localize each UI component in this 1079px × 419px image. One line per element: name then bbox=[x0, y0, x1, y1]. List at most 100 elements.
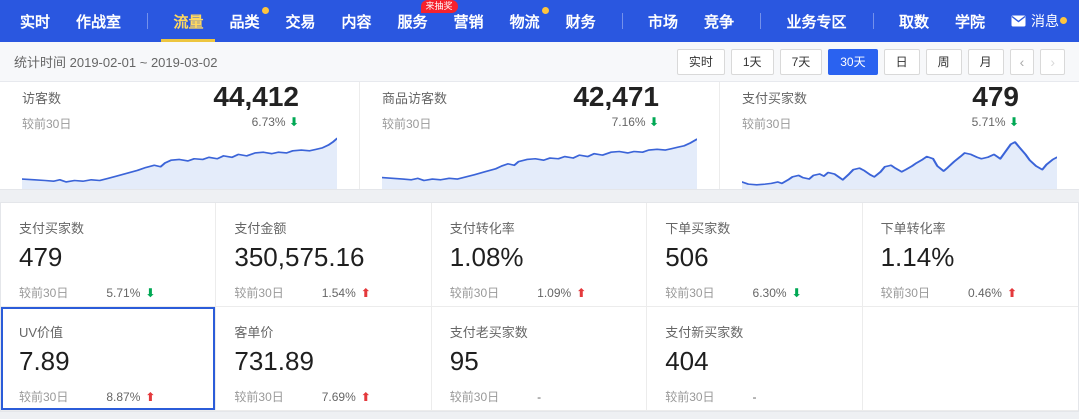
nav-item-traffic[interactable]: 流量 bbox=[161, 0, 216, 42]
metric-value: 95 bbox=[449, 346, 479, 376]
compare-label: 较前30日 bbox=[665, 286, 715, 301]
toolbar: 统计时间 2019-02-01 ~ 2019-03-02 实时 1天 7天 30… bbox=[0, 42, 1079, 82]
change-value: 7.69% bbox=[321, 389, 356, 404]
envelope-icon bbox=[1011, 15, 1026, 27]
metric-title: 访客数 bbox=[22, 91, 62, 106]
metric-cell-uv-value[interactable]: UV价值 7.89 较前30日 8.87% ⬆ bbox=[1, 307, 217, 411]
metric-title: 支付买家数 bbox=[19, 221, 85, 236]
compare-label: 较前30日 bbox=[19, 286, 69, 301]
range-button-7day[interactable]: 7天 bbox=[779, 48, 823, 75]
metric-value: 350,575.16 bbox=[234, 242, 365, 272]
metric-title: UV价值 bbox=[19, 325, 64, 340]
metric-value: 731.89 bbox=[234, 346, 314, 376]
range-button-1day[interactable]: 1天 bbox=[730, 48, 774, 75]
change-value: 5.71% ⬇ bbox=[971, 115, 1019, 129]
nav-item-label: 服务 bbox=[397, 13, 428, 31]
metric-title: 支付转化率 bbox=[449, 221, 515, 236]
nav-item-trade[interactable]: 交易 bbox=[285, 13, 316, 31]
change-value: 5.71% bbox=[106, 285, 141, 300]
range-button-week[interactable]: 周 bbox=[925, 48, 962, 75]
metric-cell-returning-buyers[interactable]: 支付老买家数 95 较前30日 - bbox=[431, 307, 648, 411]
nav-item-academy[interactable]: 学院 bbox=[954, 13, 985, 31]
compare-label: 较前30日 bbox=[449, 286, 500, 301]
up-arrow-icon: ⬆ bbox=[145, 389, 156, 404]
visitors-sparkline bbox=[20, 137, 339, 189]
nav-item-label: 物流 bbox=[509, 13, 540, 31]
nav-item-war-room[interactable]: 作战室 bbox=[76, 13, 122, 31]
range-button-realtime[interactable]: 实时 bbox=[676, 48, 725, 75]
stat-time-label: 统计时间 bbox=[14, 55, 67, 70]
trend-card-product-visitors[interactable]: 商品访客数 42,471 较前30日 7.16% ⬇ bbox=[359, 82, 719, 189]
nav-item-competition[interactable]: 竞争 bbox=[704, 13, 735, 31]
up-arrow-icon: ⬆ bbox=[576, 285, 587, 300]
nav-item-marketing[interactable]: 营销 bbox=[453, 13, 484, 31]
metric-cell-order-buyers[interactable]: 下单买家数 506 较前30日 6.30% ⬇ bbox=[647, 203, 863, 307]
metric-title: 支付老买家数 bbox=[449, 325, 528, 340]
change-value: 7.16% ⬇ bbox=[611, 115, 659, 129]
range-button-day[interactable]: 日 bbox=[883, 48, 920, 75]
notification-dot bbox=[261, 7, 269, 14]
compare-label: 较前30日 bbox=[742, 117, 792, 131]
metric-value: 479 bbox=[19, 242, 63, 272]
change-value: 6.30% bbox=[752, 285, 787, 300]
range-button-30day[interactable]: 30天 bbox=[828, 48, 878, 75]
change-value: 8.87% bbox=[106, 389, 141, 404]
nav-item-data-extract[interactable]: 取数 bbox=[898, 13, 929, 31]
trend-card-visitors[interactable]: 访客数 44,412 较前30日 6.73% ⬇ bbox=[0, 82, 359, 189]
metric-value: 479 bbox=[972, 84, 1019, 110]
nav-item-service[interactable]: 服务 来抽奖 bbox=[397, 0, 458, 42]
next-period-button[interactable]: › bbox=[1040, 48, 1065, 75]
compare-label: 较前30日 bbox=[234, 286, 284, 301]
nav-item-business-zone[interactable]: 业务专区 bbox=[786, 13, 847, 31]
metric-cell-order-conversion[interactable]: 下单转化率 1.14% 较前30日 0.46% ⬆ bbox=[862, 203, 1078, 307]
metric-cell-avg-order-value[interactable]: 客单价 731.89 较前30日 7.69% ⬆ bbox=[216, 307, 432, 411]
metric-value: 1.08% bbox=[449, 242, 524, 272]
nav-item-label: 品类 bbox=[229, 13, 260, 31]
nav-item-finance[interactable]: 财务 bbox=[565, 13, 596, 31]
down-arrow-icon: ⬇ bbox=[791, 285, 802, 300]
nav-item-category[interactable]: 品类 bbox=[229, 0, 269, 42]
prev-period-button[interactable]: ‹ bbox=[1009, 48, 1035, 75]
metric-title: 支付新买家数 bbox=[665, 325, 744, 340]
metric-title: 客单价 bbox=[234, 325, 274, 340]
metric-title: 支付买家数 bbox=[742, 91, 808, 106]
down-arrow-icon: ⬇ bbox=[648, 115, 659, 129]
metric-cell-paying-buyers[interactable]: 支付买家数 479 较前30日 5.71% ⬇ bbox=[1, 203, 217, 307]
down-arrow-icon: ⬇ bbox=[145, 285, 156, 300]
top-nav: 实时 作战室 流量 品类 交易 内容 服务 来抽奖 营销 物流 财务 市场 竞争… bbox=[0, 0, 1079, 42]
change-value: 1.09% bbox=[537, 285, 572, 300]
messages-label: 消息 bbox=[1031, 13, 1059, 29]
stat-time: 统计时间 2019-02-01 ~ 2019-03-02 bbox=[14, 52, 217, 71]
metric-cell-payment-conversion[interactable]: 支付转化率 1.08% 较前30日 1.09% ⬆ bbox=[431, 203, 648, 307]
nav-item-market[interactable]: 市场 bbox=[648, 13, 679, 31]
paying-buyers-sparkline bbox=[740, 137, 1059, 189]
compare-label: 较前30日 bbox=[19, 390, 69, 405]
compare-label: 较前30日 bbox=[382, 117, 432, 131]
change-value: 0.46% bbox=[967, 285, 1002, 300]
compare-label: 较前30日 bbox=[22, 117, 72, 131]
change-value: 1.54% bbox=[321, 285, 356, 300]
metric-value: 44,412 bbox=[213, 84, 299, 110]
down-arrow-icon: ⬇ bbox=[288, 115, 299, 129]
compare-label: 较前30日 bbox=[880, 286, 930, 301]
notification-dot bbox=[1060, 17, 1067, 24]
metric-grid: 支付买家数 479 较前30日 5.71% ⬇ 支付金额 350,575.16 … bbox=[0, 202, 1079, 412]
metric-title: 支付金额 bbox=[234, 221, 287, 236]
date-range-value: 2019-02-01 ~ 2019-03-02 bbox=[69, 55, 218, 70]
up-arrow-icon: ⬆ bbox=[360, 389, 371, 404]
metric-value: 7.89 bbox=[19, 346, 70, 376]
range-button-month[interactable]: 月 bbox=[967, 48, 1004, 75]
notification-dot bbox=[541, 7, 549, 14]
metric-cell-new-buyers[interactable]: 支付新买家数 404 较前30日 - bbox=[647, 307, 863, 411]
nav-item-logistics[interactable]: 物流 bbox=[509, 0, 549, 42]
messages-button[interactable]: 消息 bbox=[1011, 11, 1067, 31]
trend-card-paying-buyers[interactable]: 支付买家数 479 较前30日 5.71% ⬇ bbox=[719, 82, 1079, 189]
compare-label: 较前30日 bbox=[449, 390, 500, 405]
nav-item-content[interactable]: 内容 bbox=[341, 13, 372, 31]
metric-value: 42,471 bbox=[573, 84, 659, 110]
metric-cell-payment-amount[interactable]: 支付金额 350,575.16 较前30日 1.54% ⬆ bbox=[216, 203, 432, 307]
change-value: - bbox=[537, 389, 542, 404]
trend-chart-panel: 访客数 44,412 较前30日 6.73% ⬇ 商品访客数 42,471 较前… bbox=[0, 82, 1079, 190]
nav-item-realtime[interactable]: 实时 bbox=[20, 13, 51, 31]
metric-value: 404 bbox=[665, 346, 709, 376]
